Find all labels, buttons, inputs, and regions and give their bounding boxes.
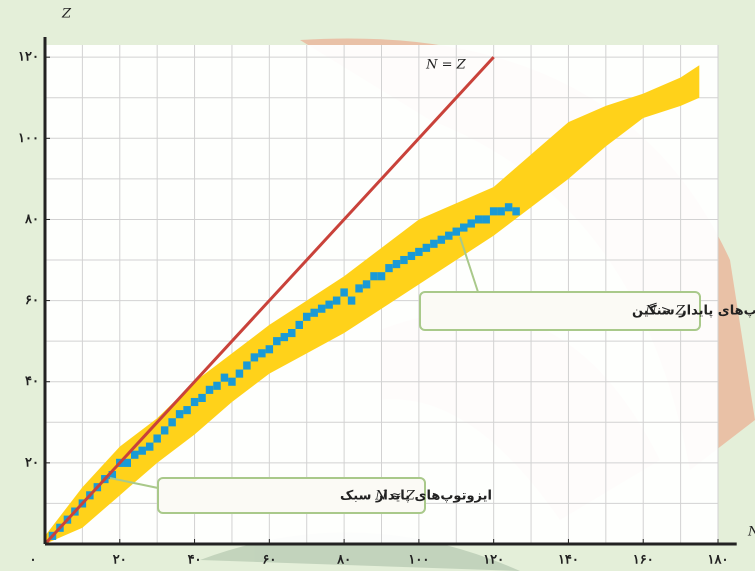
stable-isotope xyxy=(288,328,296,338)
stable-isotope xyxy=(160,426,169,435)
reference-label: N = Z xyxy=(425,58,467,73)
x-tick-label: ۸۰ xyxy=(336,553,351,568)
y-tick-label: ۸۰ xyxy=(24,212,39,227)
stable-isotope xyxy=(340,288,348,297)
stable-isotope xyxy=(138,446,146,455)
x-tick-label: ۱۲۰ xyxy=(483,553,504,568)
stable-isotope xyxy=(220,373,229,382)
stable-isotope xyxy=(355,284,363,293)
callout-text: ایزوتوپ‌های پایدار سبک xyxy=(340,489,492,504)
x-axis-label: N xyxy=(747,525,755,540)
stable-isotope xyxy=(474,215,483,224)
callout-box xyxy=(419,291,701,331)
stable-isotope xyxy=(235,369,244,378)
stable-isotope xyxy=(317,304,326,313)
stable-isotope xyxy=(400,255,408,265)
stable-isotope xyxy=(362,280,371,289)
y-tick-label: ۶۰ xyxy=(25,293,39,308)
stable-isotope xyxy=(183,406,191,415)
stable-isotope xyxy=(377,272,386,281)
stable-isotope xyxy=(422,243,431,252)
stable-isotope xyxy=(497,207,505,216)
stable-isotope xyxy=(280,333,289,342)
stable-isotope xyxy=(198,393,206,403)
callout-condition: N ≈ Z xyxy=(374,489,416,504)
stable-isotope xyxy=(273,337,281,346)
stable-isotope xyxy=(489,207,498,216)
stable-isotope xyxy=(392,260,401,269)
x-tick-label: ۱۰۰ xyxy=(408,553,429,568)
stable-isotope xyxy=(437,235,446,244)
reference-line xyxy=(43,56,495,546)
stable-isotope xyxy=(512,207,520,216)
y-tick-label: ۱۲۰ xyxy=(18,50,39,65)
x-tick-label: ۰ xyxy=(30,553,37,568)
x-tick-label: ۲۰ xyxy=(113,553,127,568)
stable-isotope xyxy=(415,247,423,256)
stable-isotope xyxy=(445,231,453,240)
stable-isotope xyxy=(250,353,259,362)
stable-isotope xyxy=(332,296,341,305)
stable-isotope xyxy=(347,296,356,305)
stable-isotope xyxy=(258,349,266,358)
stable-isotope xyxy=(325,300,333,309)
callout: ایزوتوپ‌های پایدار سبک N ≈ Z xyxy=(109,477,492,514)
stable-isotope xyxy=(370,272,378,281)
stable-isotope xyxy=(407,251,416,261)
stable-isotope xyxy=(295,320,303,329)
stable-isotope xyxy=(205,385,214,394)
stable-isotope xyxy=(108,470,117,480)
stable-isotope xyxy=(175,410,184,419)
x-tick-label: ۱۸۰ xyxy=(708,553,729,568)
plot: N = Z ۰ ۲۰ ۴۰ ۶۰ ۸۰ ۱۰۰ ۱۲۰ ۱۴۰ ۱۶۰ ۱۸۰ ۲۰ ۴۰ ۶۰ ۸۰ ۱۰۰… xyxy=(18,37,737,568)
stable-isotope xyxy=(467,219,475,228)
stable-isotope xyxy=(452,227,461,236)
x-tick-label: ۶۰ xyxy=(262,553,276,568)
stable-isotope xyxy=(123,458,131,467)
callout: ایزوتوپ‌های پایدار سنگین N > Z xyxy=(419,236,755,331)
y-tick-label: ۲۰ xyxy=(25,455,39,470)
stable-isotope xyxy=(243,361,251,370)
leader xyxy=(459,236,479,293)
y-tick-label: ۱۰۰ xyxy=(18,131,39,146)
leader xyxy=(109,477,159,489)
stable-isotope xyxy=(482,215,490,224)
stable-isotope xyxy=(228,377,236,386)
stable-isotope xyxy=(302,312,311,321)
stable-isotope xyxy=(310,308,318,317)
known-isotopes-band xyxy=(45,65,700,545)
callout-text: ایزوتوپ‌های پایدار سنگین xyxy=(632,303,755,319)
x-tick-label: ۱۶۰ xyxy=(633,553,654,568)
stable-isotope xyxy=(385,264,393,273)
stable-isotope xyxy=(190,397,199,407)
stable-isotope xyxy=(130,450,139,459)
x-tick-label: ۴۰ xyxy=(188,553,202,568)
stable-isotope xyxy=(504,203,513,212)
stable-isotope xyxy=(460,223,468,232)
y-tick-label: ۴۰ xyxy=(25,374,39,389)
stable-isotope xyxy=(168,418,176,427)
stable-isotope xyxy=(213,381,221,390)
callout-condition: N > Z xyxy=(644,304,686,319)
stable-isotope xyxy=(265,345,274,354)
callout-box xyxy=(157,477,426,514)
x-tick-label: ۱۴۰ xyxy=(558,553,579,568)
stable-isotope xyxy=(153,434,161,443)
y-axis-label: Z xyxy=(61,7,72,22)
stable-isotope xyxy=(430,239,438,248)
stable-isotope xyxy=(145,442,154,451)
